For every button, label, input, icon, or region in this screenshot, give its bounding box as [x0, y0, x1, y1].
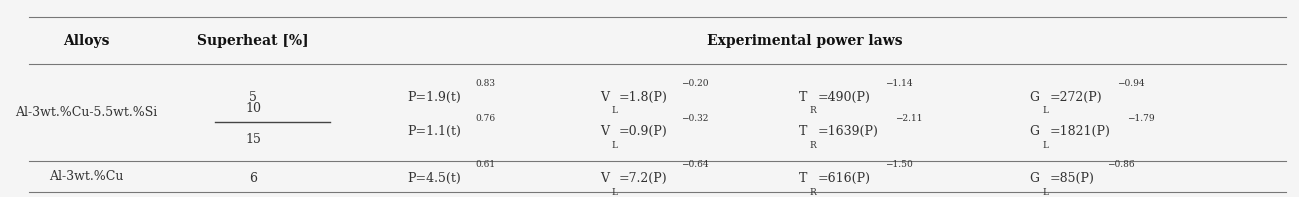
Text: R: R: [809, 188, 816, 197]
Text: −0.20: −0.20: [681, 79, 708, 88]
Text: R: R: [809, 106, 816, 115]
Text: R: R: [809, 141, 816, 150]
Text: −1.50: −1.50: [886, 160, 913, 169]
Text: Al-3wt.%Cu: Al-3wt.%Cu: [49, 170, 123, 183]
Text: −0.86: −0.86: [1107, 160, 1135, 169]
Text: Experimental power laws: Experimental power laws: [707, 34, 903, 48]
Text: T: T: [799, 172, 807, 185]
Text: G: G: [1030, 172, 1039, 185]
Text: V: V: [600, 90, 609, 103]
Text: G: G: [1030, 125, 1039, 138]
Text: T: T: [799, 90, 807, 103]
Text: =272(P): =272(P): [1050, 90, 1103, 103]
Text: P=4.5(t): P=4.5(t): [407, 172, 461, 185]
Text: −2.11: −2.11: [895, 114, 922, 123]
Text: −0.94: −0.94: [1117, 79, 1144, 88]
Text: 0.61: 0.61: [475, 160, 496, 169]
Text: −1.79: −1.79: [1128, 114, 1155, 123]
Text: Superheat [%]: Superheat [%]: [197, 34, 309, 48]
Text: V: V: [600, 172, 609, 185]
Text: T: T: [799, 125, 807, 138]
Text: P=1.9(t): P=1.9(t): [407, 90, 461, 103]
Text: =1821(P): =1821(P): [1050, 125, 1111, 138]
Text: −0.64: −0.64: [681, 160, 708, 169]
Text: =0.9(P): =0.9(P): [618, 125, 668, 138]
Text: Alloys: Alloys: [64, 34, 109, 48]
Text: =85(P): =85(P): [1050, 172, 1095, 185]
Text: =616(P): =616(P): [818, 172, 870, 185]
Text: L: L: [1042, 106, 1048, 115]
Text: 0.83: 0.83: [475, 79, 496, 88]
Text: 15: 15: [246, 133, 261, 146]
Text: V: V: [600, 125, 609, 138]
Text: L: L: [611, 141, 617, 150]
Text: L: L: [611, 188, 617, 197]
Text: 0.76: 0.76: [475, 114, 496, 123]
Text: =7.2(P): =7.2(P): [618, 172, 668, 185]
Text: −0.32: −0.32: [681, 114, 708, 123]
Text: =1639(P): =1639(P): [818, 125, 878, 138]
Text: Al-3wt.%Cu-5.5wt.%Si: Al-3wt.%Cu-5.5wt.%Si: [16, 106, 157, 119]
Text: 10: 10: [246, 102, 261, 115]
Text: −1.14: −1.14: [885, 79, 913, 88]
Text: 5: 5: [249, 90, 257, 103]
Text: 6: 6: [249, 172, 257, 185]
Text: G: G: [1030, 90, 1039, 103]
Text: =490(P): =490(P): [818, 90, 870, 103]
Text: L: L: [611, 106, 617, 115]
Text: =1.8(P): =1.8(P): [618, 90, 668, 103]
Text: L: L: [1042, 141, 1048, 150]
Text: L: L: [1042, 188, 1048, 197]
Text: P=1.1(t): P=1.1(t): [407, 125, 461, 138]
